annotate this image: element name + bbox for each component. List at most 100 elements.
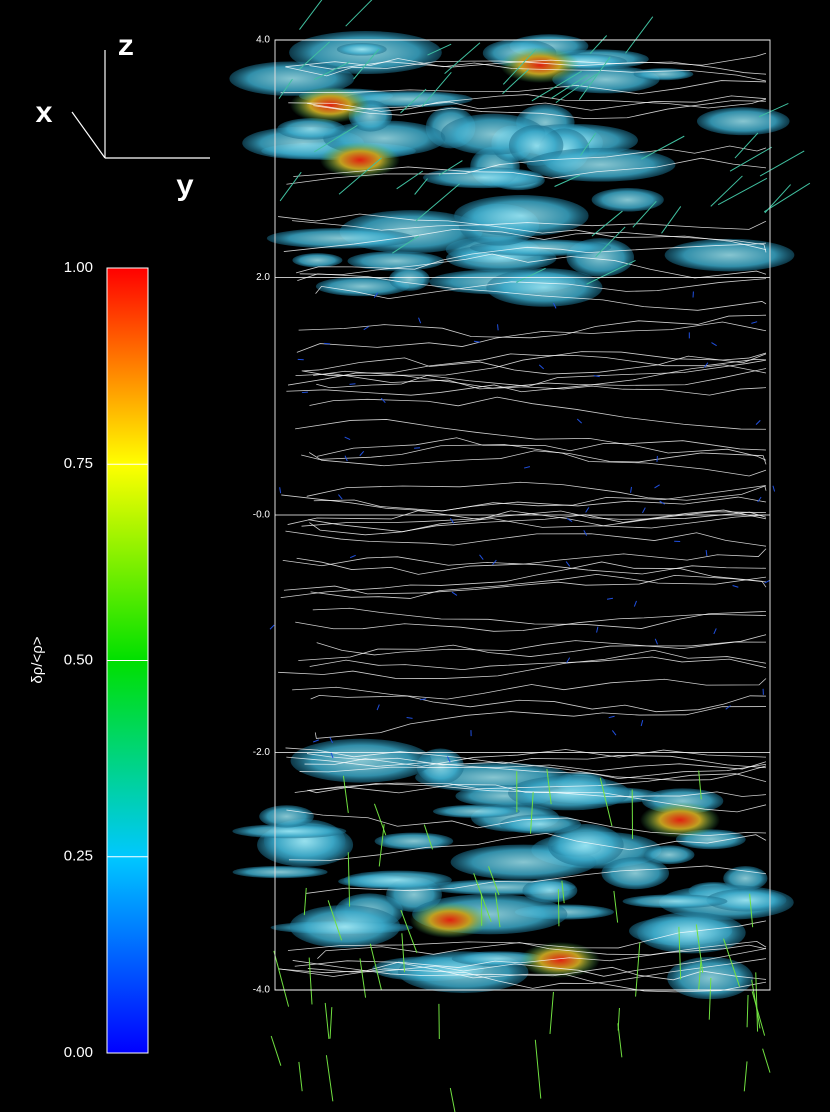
vector-arrow xyxy=(549,991,554,1034)
streamline xyxy=(310,573,767,599)
tick-label: 4.0 xyxy=(256,35,270,46)
streamline xyxy=(308,509,767,533)
vector-arrow xyxy=(764,579,771,584)
streamline xyxy=(309,450,767,467)
vector-arrow xyxy=(329,1007,333,1039)
density-blob xyxy=(336,43,387,56)
streamline xyxy=(316,437,767,457)
vector-arrow xyxy=(711,342,717,347)
vector-arrow xyxy=(345,0,373,27)
density-blob xyxy=(347,251,444,271)
streamline xyxy=(292,220,767,231)
density-blob xyxy=(644,845,695,865)
density-peak xyxy=(320,142,400,178)
vector-arrow xyxy=(695,924,704,973)
streamline xyxy=(283,574,767,595)
vector-arrow xyxy=(566,518,573,522)
vector-arrow xyxy=(497,324,499,331)
streamline xyxy=(316,640,767,656)
vector-arrow xyxy=(279,171,302,202)
streamline xyxy=(286,809,767,837)
vector-arrow xyxy=(595,226,626,258)
density-blob xyxy=(633,68,694,81)
vector-arrow xyxy=(550,74,588,99)
vector-arrow xyxy=(446,756,451,763)
vector-arrow xyxy=(583,530,588,536)
tick-label: 0.00 xyxy=(64,1044,93,1061)
vector-arrow xyxy=(585,507,590,513)
streamline xyxy=(316,359,767,389)
vector-arrow xyxy=(344,455,348,462)
streamline xyxy=(285,747,767,769)
vector-arrow xyxy=(473,340,480,343)
vector-arrow xyxy=(479,554,484,560)
vector-arrow xyxy=(606,597,614,600)
density-blob xyxy=(232,865,328,879)
vector-arrow xyxy=(347,852,351,907)
vector-arrow xyxy=(449,518,455,524)
streamline xyxy=(286,364,767,396)
streamline xyxy=(278,213,767,251)
vector-arrow xyxy=(758,102,789,118)
vector-arrow xyxy=(589,35,608,54)
tick-label: -4.0 xyxy=(253,985,271,996)
vector-arrow xyxy=(611,730,617,736)
vector-arrow xyxy=(338,157,382,195)
density-blob xyxy=(486,268,603,307)
vector-arrow xyxy=(554,174,581,187)
vector-arrow xyxy=(344,436,351,441)
vector-arrow xyxy=(473,873,492,923)
vector-arrow xyxy=(759,150,805,177)
vector-arrow xyxy=(359,958,367,998)
vector-arrow xyxy=(415,183,460,222)
vector-arrow xyxy=(324,1002,330,1040)
vector-arrow xyxy=(516,267,546,283)
vector-arrow xyxy=(380,397,386,403)
vector-arrow xyxy=(661,206,682,234)
vector-arrow xyxy=(565,561,571,567)
vector-arrow xyxy=(373,292,379,298)
vector-arrow xyxy=(746,995,749,1028)
vector-arrow xyxy=(369,943,383,991)
streamline xyxy=(309,514,767,536)
vector-arrow xyxy=(273,950,290,1007)
vector-arrow xyxy=(494,892,501,928)
streamline xyxy=(286,145,767,185)
streamline xyxy=(313,95,767,111)
density-blob xyxy=(315,276,410,297)
density-blob xyxy=(664,238,795,272)
vector-arrow xyxy=(725,705,731,710)
density-peak xyxy=(640,802,720,838)
vector-arrow xyxy=(557,889,560,927)
vector-arrow xyxy=(555,73,597,104)
vector-arrow xyxy=(599,777,613,827)
axis-label: x xyxy=(35,98,53,132)
vector-arrow xyxy=(678,926,682,980)
vector-arrow xyxy=(703,362,709,368)
vector-arrow xyxy=(698,770,702,800)
vector-arrow xyxy=(751,321,758,324)
vector-arrow xyxy=(279,487,282,494)
vector-arrow xyxy=(546,768,552,805)
vector-arrow xyxy=(392,235,420,254)
density-blob xyxy=(591,188,664,212)
density-blob xyxy=(266,228,415,249)
vector-arrow xyxy=(586,259,636,285)
vector-arrow xyxy=(633,600,637,607)
streamline xyxy=(288,94,767,112)
streamline xyxy=(285,58,767,82)
vector-arrow xyxy=(734,132,759,159)
vector-arrow xyxy=(502,69,529,95)
vector-arrow xyxy=(523,466,531,469)
vector-arrow xyxy=(630,486,633,493)
vector-arrow xyxy=(349,383,356,385)
vector-arrow xyxy=(534,1039,542,1099)
vector-arrow xyxy=(757,496,762,503)
vector-arrow xyxy=(363,326,370,331)
vector-arrow xyxy=(723,938,741,987)
vector-arrow xyxy=(659,500,665,505)
vector-arrow xyxy=(717,177,768,206)
streamline xyxy=(296,321,767,353)
streamline xyxy=(309,396,767,430)
